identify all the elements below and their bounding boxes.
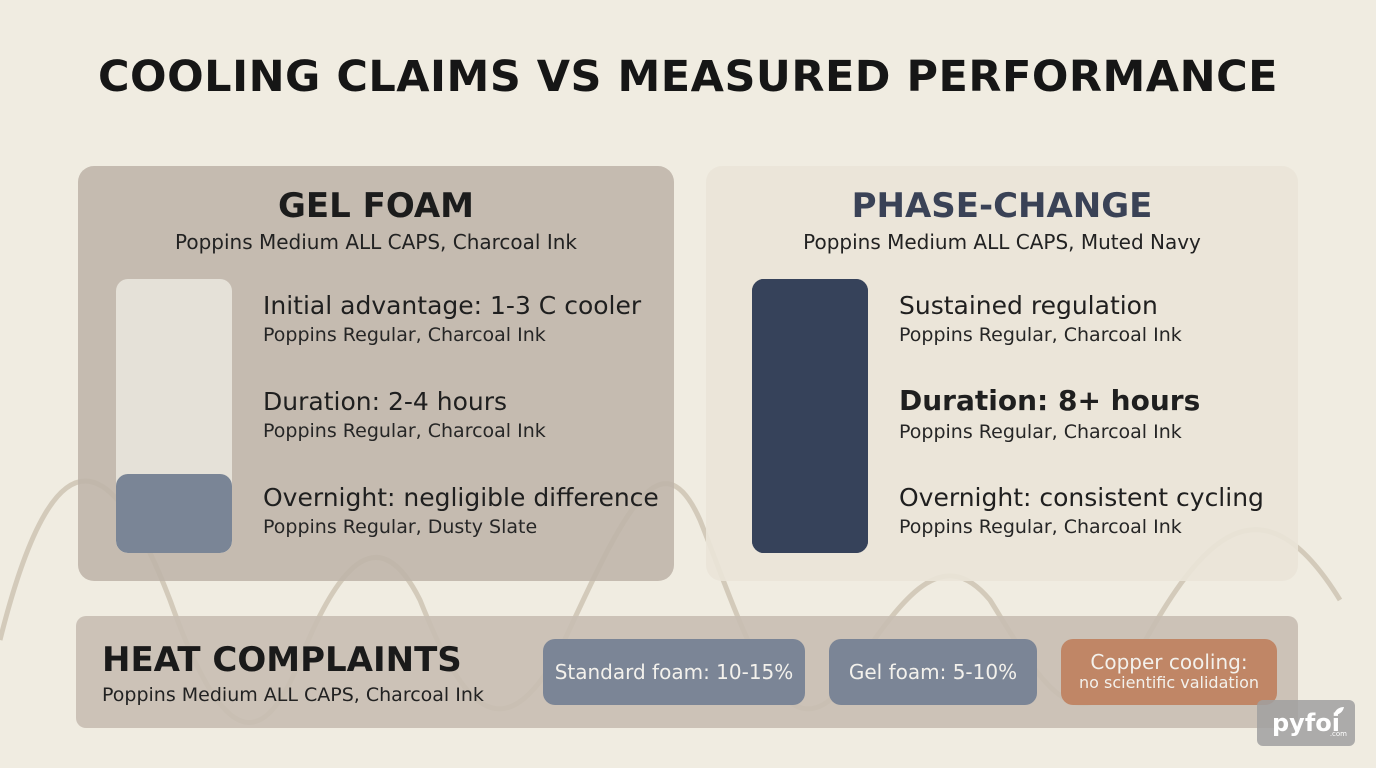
copper-cooling-pill: Copper cooling: no scientific validation	[1061, 639, 1277, 705]
standard-foam-label: Standard foam: 10-15%	[554, 660, 794, 684]
heat-complaints-title: HEAT COMPLAINTS	[102, 640, 462, 680]
gel-foam-title: GEL FOAM	[278, 186, 474, 226]
gel-foam-gauge	[116, 279, 232, 553]
gel-foam-subtitle: Poppins Medium ALL CAPS, Charcoal Ink	[175, 230, 577, 254]
copper-cooling-label: Copper cooling:	[1090, 650, 1248, 674]
pc-item-overnight: Overnight: consistent cycling Poppins Re…	[899, 483, 1264, 538]
page-title: COOLING CLAIMS VS MEASURED PERFORMANCE	[98, 52, 1278, 102]
logo-suffix: .com	[1329, 730, 1347, 738]
gel-item-duration: Duration: 2-4 hours Poppins Regular, Cha…	[263, 387, 546, 442]
pc-item-duration-note: Poppins Regular, Charcoal Ink	[899, 421, 1182, 443]
phase-change-panel: PHASE-CHANGE Poppins Medium ALL CAPS, Mu…	[706, 166, 1298, 581]
pc-item-duration-main: Duration: 8+ hours	[899, 384, 1201, 417]
pc-item-sustained-main: Sustained regulation	[899, 291, 1158, 320]
gel-item-overnight: Overnight: negligible difference Poppins…	[263, 483, 659, 538]
phase-change-gauge-fill	[752, 279, 868, 553]
gel-foam-panel: GEL FOAM Poppins Medium ALL CAPS, Charco…	[78, 166, 674, 581]
gel-item-overnight-note: Poppins Regular, Dusty Slate	[263, 516, 538, 538]
heat-complaints-subtitle: Poppins Medium ALL CAPS, Charcoal Ink	[102, 684, 484, 706]
copper-cooling-note: no scientific validation	[1078, 673, 1260, 692]
heat-complaints-panel: HEAT COMPLAINTS Poppins Medium ALL CAPS,…	[76, 616, 1298, 728]
gel-foam-pill: Gel foam: 5-10%	[829, 639, 1037, 705]
gel-item-initial-main: Initial advantage: 1-3 C cooler	[263, 291, 642, 320]
pc-item-overnight-main: Overnight: consistent cycling	[899, 483, 1264, 512]
gel-item-initial-note: Poppins Regular, Charcoal Ink	[263, 324, 546, 346]
standard-foam-pill: Standard foam: 10-15%	[543, 639, 805, 705]
pyfoi-logo: pyfoi .com	[1257, 700, 1355, 746]
gel-item-overnight-main: Overnight: negligible difference	[263, 483, 659, 512]
pc-item-sustained: Sustained regulation Poppins Regular, Ch…	[899, 291, 1182, 346]
phase-change-gauge	[752, 279, 868, 553]
gel-item-initial: Initial advantage: 1-3 C cooler Poppins …	[263, 291, 641, 346]
phase-change-subtitle: Poppins Medium ALL CAPS, Muted Navy	[803, 230, 1201, 254]
gel-item-duration-note: Poppins Regular, Charcoal Ink	[263, 420, 546, 442]
gel-foam-gauge-fill	[116, 473, 232, 553]
leaf-icon	[1334, 707, 1344, 715]
pc-item-sustained-note: Poppins Regular, Charcoal Ink	[899, 324, 1182, 346]
gel-item-duration-main: Duration: 2-4 hours	[263, 387, 508, 416]
phase-change-title: PHASE-CHANGE	[851, 186, 1153, 226]
pc-item-duration: Duration: 8+ hours Poppins Regular, Char…	[899, 384, 1200, 443]
gel-foam-label: Gel foam: 5-10%	[848, 660, 1018, 684]
logo-text: pyfoi	[1272, 709, 1340, 737]
pc-item-overnight-note: Poppins Regular, Charcoal Ink	[899, 516, 1182, 538]
